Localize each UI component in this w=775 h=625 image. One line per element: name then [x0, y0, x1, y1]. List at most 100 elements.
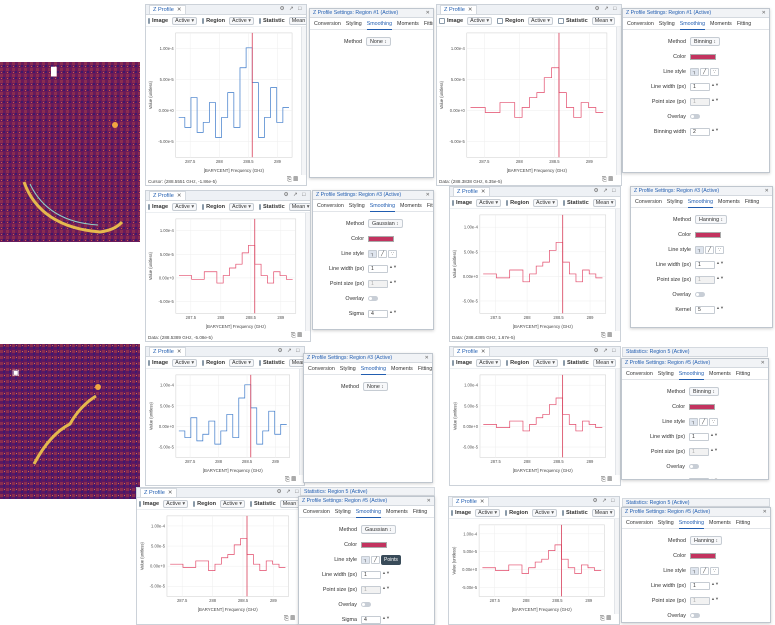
- line-style-points-icon[interactable]: ∵: [388, 249, 397, 258]
- profile-side-list[interactable]: [614, 519, 619, 614]
- tab-moments[interactable]: Moments: [709, 370, 731, 377]
- overlay-toggle[interactable]: [689, 464, 699, 469]
- line-style-steps-icon[interactable]: ┐: [690, 67, 699, 76]
- tab-conversion[interactable]: Conversion: [314, 20, 341, 27]
- close-icon[interactable]: ✕: [760, 360, 765, 366]
- close-icon[interactable]: ✕: [425, 10, 430, 16]
- panel-window-icons[interactable]: ⚙ ↗ □: [283, 192, 307, 198]
- stepper-icon[interactable]: ▲▼: [716, 259, 724, 265]
- tab-styling[interactable]: Styling: [348, 202, 365, 209]
- profile-plot[interactable]: 1.00e-4 5.00e-5 0.00e+0 -5.00e-5 287.5 288 288…: [450, 369, 614, 475]
- region-checkbox[interactable]: [193, 500, 196, 507]
- method-select[interactable]: None: [366, 37, 391, 46]
- profile-plot[interactable]: 1.00e-4 5.00e-5 0.00e+0 -5.00e-5 287.5 288 288…: [137, 510, 297, 614]
- tab-smoothing[interactable]: Smoothing: [678, 368, 705, 380]
- image-checkbox[interactable]: [148, 17, 150, 24]
- tab-fitting[interactable]: Fitting: [744, 198, 760, 205]
- statistic-dropdown[interactable]: Mean: [288, 202, 310, 211]
- line-width-input[interactable]: 1: [690, 82, 710, 91]
- stepper-icon[interactable]: ▲▼: [382, 569, 390, 575]
- sigma-input[interactable]: 4: [368, 309, 388, 318]
- stepper-icon[interactable]: ▲▼: [711, 126, 719, 132]
- tab-styling[interactable]: Styling: [339, 365, 356, 372]
- line-style-points-icon[interactable]: ∵: [710, 566, 719, 575]
- tab-smoothing[interactable]: Smoothing: [360, 363, 387, 375]
- export-icons[interactable]: ⎘ ▤: [601, 177, 613, 183]
- statistic-dropdown[interactable]: Mean: [591, 16, 616, 25]
- method-select[interactable]: Binning: [689, 387, 719, 396]
- statistic-dropdown[interactable]: Mean: [591, 508, 616, 517]
- image-checkbox[interactable]: [148, 359, 150, 366]
- panel-window-icons[interactable]: ⚙ ↗ □: [592, 498, 616, 504]
- tab-fitting[interactable]: Fitting: [735, 519, 751, 526]
- close-icon[interactable]: ✕: [762, 509, 767, 515]
- tab-moments[interactable]: Moments: [709, 519, 731, 526]
- tab-z-profile[interactable]: Z Profile ✕: [149, 191, 186, 200]
- tab-fitting[interactable]: Fitting: [426, 202, 433, 209]
- settings-header[interactable]: Z Profile Settings: Region #1 (Active) ✕: [623, 9, 769, 18]
- close-icon[interactable]: ✕: [480, 189, 486, 195]
- statistic-dropdown[interactable]: Mean: [288, 16, 306, 25]
- line-style-points-icon[interactable]: ∵: [709, 417, 718, 426]
- tab-conversion[interactable]: Conversion: [626, 519, 653, 526]
- line-width-input[interactable]: 1: [361, 570, 381, 579]
- close-icon[interactable]: ✕: [424, 355, 429, 361]
- tab-fitting[interactable]: Fitting: [423, 20, 433, 27]
- image-thumbnail-2[interactable]: ▣: [0, 344, 140, 499]
- tab-conversion[interactable]: Conversion: [317, 202, 344, 209]
- profile-plot[interactable]: 1.00e-4 5.00e-5 0.00e+0 -5.00e-5 287.5 288 288…: [450, 209, 614, 331]
- panel-window-icons[interactable]: ⚙ ↗ □: [593, 348, 617, 354]
- tab-z-profile[interactable]: Z Profile ✕: [149, 5, 186, 14]
- image-checkbox[interactable]: [452, 199, 454, 206]
- panel-window-icons[interactable]: ⚙ ↗ □: [276, 489, 300, 495]
- color-swatch[interactable]: [368, 235, 394, 242]
- profile-side-list[interactable]: [301, 27, 306, 175]
- profile-plot[interactable]: 1.00e-4 5.00e-5 0.00e+0 -5.00e-5 287.5 288 288…: [449, 519, 613, 614]
- region-checkbox[interactable]: [505, 509, 508, 516]
- settings-header[interactable]: Z Profile Settings: Region #3 (Active) ✕: [304, 354, 432, 363]
- close-icon[interactable]: ✕: [176, 7, 182, 13]
- tab-smoothing[interactable]: Smoothing: [687, 196, 714, 208]
- binning-width-input[interactable]: 2: [689, 477, 709, 479]
- export-icons[interactable]: ⎘ ▤: [284, 477, 296, 483]
- stepper-icon[interactable]: ▲▼: [711, 580, 719, 586]
- panel-window-icons[interactable]: ⚙ ↗ □: [277, 348, 301, 354]
- stepper-icon[interactable]: ▲▼: [389, 263, 397, 269]
- region-dropdown[interactable]: Active: [229, 202, 254, 211]
- close-icon[interactable]: ✕: [425, 192, 430, 198]
- line-style-steps-icon[interactable]: ┐: [690, 566, 699, 575]
- binning-width-input[interactable]: 2: [690, 127, 710, 136]
- statistic-checkbox[interactable]: [258, 17, 261, 24]
- image-checkbox[interactable]: [148, 203, 150, 210]
- close-icon[interactable]: ✕: [479, 499, 485, 505]
- export-icons[interactable]: ⎘ ▤: [600, 333, 612, 339]
- statistic-checkbox[interactable]: [561, 509, 564, 516]
- tab-smoothing[interactable]: Smoothing: [369, 200, 396, 212]
- method-select[interactable]: Hanning: [690, 536, 722, 545]
- close-icon[interactable]: ✕: [176, 349, 182, 355]
- tab-z-profile[interactable]: Z Profile ✕: [453, 347, 490, 356]
- line-style-steps-icon[interactable]: ┐: [695, 245, 704, 254]
- method-select[interactable]: None: [363, 382, 388, 391]
- tab-smoothing[interactable]: Smoothing: [678, 517, 705, 529]
- tab-moments[interactable]: Moments: [391, 365, 413, 372]
- tab-smoothing[interactable]: Smoothing: [679, 18, 706, 30]
- line-style-steps-icon[interactable]: ┐: [368, 249, 377, 258]
- color-swatch[interactable]: [689, 403, 715, 410]
- close-icon[interactable]: ✕: [167, 490, 173, 496]
- tab-moments[interactable]: Moments: [397, 20, 419, 27]
- statistic-checkbox[interactable]: [557, 17, 564, 24]
- image-checkbox[interactable]: [439, 17, 445, 24]
- region-checkbox[interactable]: [202, 17, 205, 24]
- settings-header[interactable]: Z Profile Settings: Region #5 (Active) ✕: [299, 497, 434, 506]
- tab-styling[interactable]: Styling: [658, 20, 675, 27]
- image-dropdown[interactable]: Active: [172, 202, 198, 211]
- tab-moments[interactable]: Moments: [386, 508, 408, 515]
- tab-smoothing[interactable]: Smoothing: [366, 18, 393, 30]
- kernel-input[interactable]: 5: [695, 305, 715, 314]
- line-style-lines-icon[interactable]: ╱: [699, 417, 708, 426]
- image-checkbox[interactable]: [452, 359, 454, 366]
- statistic-dropdown[interactable]: Mean: [592, 358, 617, 367]
- line-width-input[interactable]: 1: [368, 264, 388, 273]
- image-dropdown[interactable]: Active: [172, 16, 198, 25]
